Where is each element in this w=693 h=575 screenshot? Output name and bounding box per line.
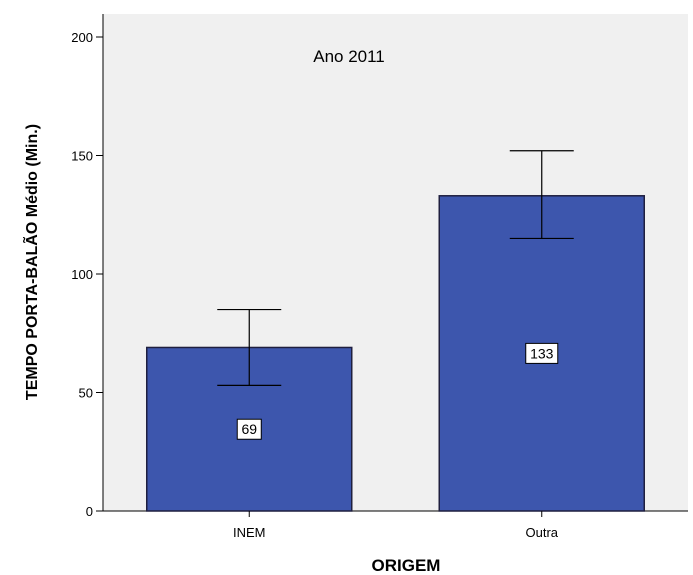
x-axis-ticks: INEM Outra [233,511,559,540]
y-tick-label: 0 [86,504,93,519]
data-label-box [525,342,559,364]
y-tick-label: 200 [71,30,93,45]
data-label: 69 [241,421,257,437]
y-tick-label: 50 [79,386,93,401]
x-axis-title: ORIGEM [372,556,441,575]
bars-layer: 69 133 [146,150,645,512]
x-tick-label: INEM [233,525,266,540]
data-label-box [236,418,262,440]
data-label: 133 [530,345,554,361]
y-tick-label: 100 [71,267,93,282]
y-axis-title: TEMPO PORTA-BALÃO Médio (Min.) [21,124,41,400]
y-tick-label: 150 [71,149,93,164]
y-axis-ticks: 0 50 100 150 200 [71,30,103,519]
chart-annotation: Ano 2011 [313,47,385,66]
x-tick-label: Outra [525,525,558,540]
